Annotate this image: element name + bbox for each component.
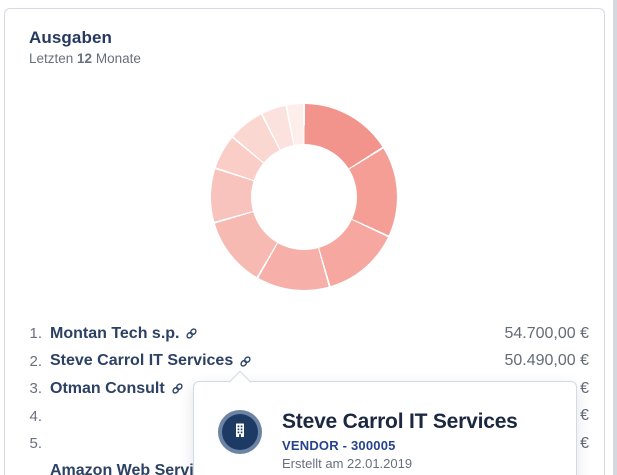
popover-created-date: Erstellt am 22.01.2019 (282, 456, 413, 471)
vendor-name-link[interactable]: Amazon Web Services (50, 462, 220, 475)
link-icon[interactable] (239, 355, 252, 368)
vendor-name-link[interactable]: Otman Consult (50, 380, 184, 398)
widget-subtitle: Letzten 12 Monate (29, 51, 141, 66)
subtitle-months-count: 12 (77, 51, 93, 66)
expenses-donut-chart[interactable] (211, 104, 397, 290)
vendor-name: Amazon Web Services (50, 462, 221, 475)
vendor-name-link[interactable]: Steve Carrol IT Services (50, 352, 252, 370)
ausgaben-widget-card: Ausgaben Letzten 12 Monate 1. Montan Tec… (4, 8, 605, 475)
rank-number: 2. (29, 352, 42, 370)
page-title: Ausgaben (29, 28, 112, 47)
rank-number: 1. (29, 325, 42, 343)
subtitle-suffix: Monate (92, 51, 141, 66)
rank-number: 5. (29, 435, 42, 453)
popover-text-block: Steve Carrol IT Services VENDOR - 300005… (282, 410, 518, 471)
widget-header: Ausgaben Letzten 12 Monate (29, 28, 141, 66)
vendor-name: Montan Tech s.p. (50, 324, 180, 342)
vendor-name: Steve Carrol IT Services (50, 352, 234, 370)
popover-vendor-id[interactable]: VENDOR - 300005 (282, 438, 396, 453)
avatar (218, 410, 262, 454)
subtitle-prefix: Letzten (29, 51, 78, 66)
vendor-list: 1. Montan Tech s.p. 54.700,00 € 2. Steve… (26, 320, 589, 475)
avatar-disc (222, 414, 258, 450)
list-item[interactable]: 5. € (26, 430, 589, 458)
rank-number: 4. (29, 407, 42, 425)
vendor-name-link[interactable]: Montan Tech s.p. (50, 325, 198, 343)
vendor-name: Otman Consult (50, 379, 165, 397)
building-icon (230, 420, 250, 445)
vendor-amount: 50.490,00 € (504, 352, 589, 370)
vendor-amount: € (580, 434, 589, 452)
list-item[interactable]: 4. € (26, 403, 589, 431)
list-item[interactable]: 2. Steve Carrol IT Services 50.490,00 € (26, 348, 589, 376)
neighbor-card-edge (613, 0, 617, 475)
popover-content: Steve Carrol IT Services VENDOR - 300005… (218, 410, 518, 471)
list-item[interactable]: 1. Montan Tech s.p. 54.700,00 € (26, 320, 589, 348)
vendor-popover: Steve Carrol IT Services VENDOR - 300005… (193, 381, 577, 475)
popover-vendor-title: Steve Carrol IT Services (282, 410, 518, 433)
list-item[interactable]: 3. Otman Consult € (26, 375, 589, 403)
link-icon[interactable] (185, 327, 198, 340)
vendor-amount: 54.700,00 € (504, 324, 589, 342)
rank-number: 3. (29, 380, 42, 398)
donut-hole (251, 144, 357, 250)
link-icon[interactable] (171, 382, 184, 395)
vendor-amount: € (580, 407, 589, 425)
vendor-amount: € (580, 379, 589, 397)
list-item[interactable]: Amazon Web Services (26, 458, 589, 475)
